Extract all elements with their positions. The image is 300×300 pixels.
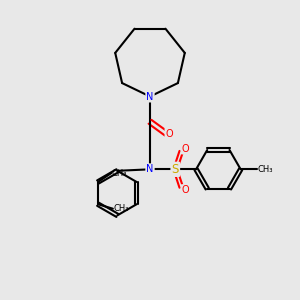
Text: N: N [146, 92, 154, 101]
Text: CH₃: CH₃ [113, 204, 129, 213]
Text: CH₃: CH₃ [112, 169, 128, 178]
Text: N: N [146, 164, 154, 174]
Text: O: O [182, 185, 190, 195]
Text: S: S [172, 163, 179, 176]
Text: O: O [166, 129, 173, 139]
Text: O: O [182, 143, 190, 154]
Text: CH₃: CH₃ [258, 165, 273, 174]
